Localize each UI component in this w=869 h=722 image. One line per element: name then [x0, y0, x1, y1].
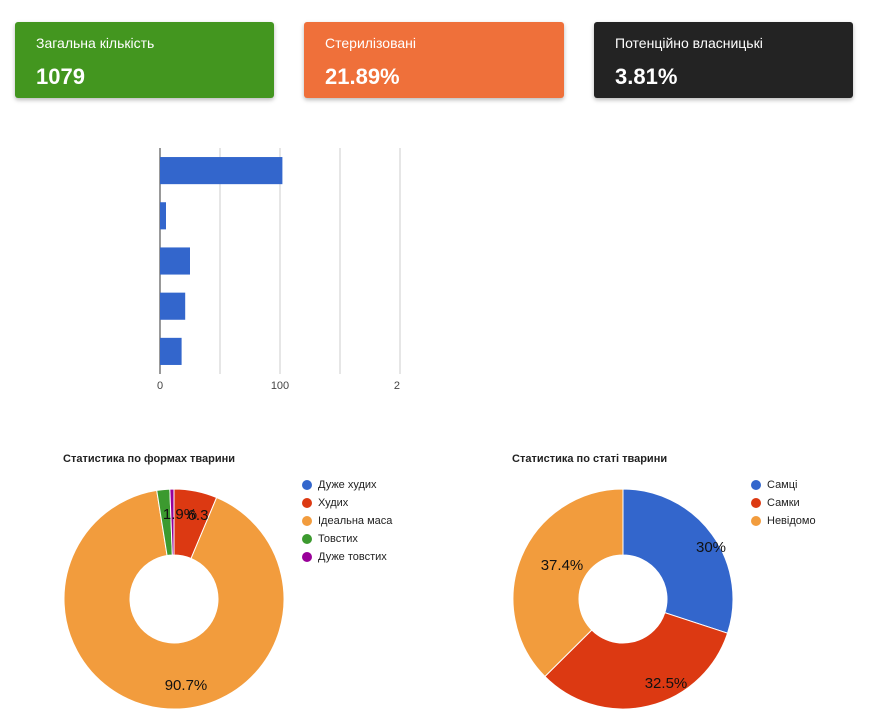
- bar: [160, 337, 182, 365]
- bar-chart: 0 100 20: [157, 148, 406, 392]
- legend-label: Дуже худих: [318, 479, 377, 491]
- legend-dot-icon: [302, 480, 312, 490]
- total-count-card: Загальна кількість 1079: [15, 22, 274, 98]
- sterilized-label: Стерилізовані: [325, 35, 416, 51]
- data-label: 1.9%: [163, 506, 197, 523]
- legend-label: Худих: [318, 497, 349, 509]
- legend-label: Самці: [767, 479, 798, 491]
- donut-slice: [63, 489, 285, 710]
- potential-owners-label: Потенційно власницькі: [615, 35, 763, 51]
- legend-dot-icon: [302, 516, 312, 526]
- legend-label: Невідомо: [767, 515, 816, 527]
- body-shape-chart-title: Статистика по формах тварини: [63, 453, 236, 465]
- data-label: 30%: [696, 539, 726, 556]
- potential-owners-card: Потенційно власницькі 3.81%: [594, 22, 853, 98]
- legend-item[interactable]: Худих: [302, 494, 392, 512]
- legend-dot-icon: [751, 516, 761, 526]
- data-label: 6.3: [188, 507, 209, 524]
- legend-label: Ідеальна маса: [318, 515, 393, 527]
- data-label: 90.7%: [165, 677, 208, 694]
- potential-owners-value: 3.81%: [615, 64, 678, 89]
- donut-slice: [512, 488, 624, 678]
- donut-slice: [544, 612, 729, 710]
- legend-label: Самки: [767, 497, 800, 509]
- x-tick-label: 0: [157, 380, 163, 392]
- legend-dot-icon: [302, 552, 312, 562]
- legend-dot-icon: [302, 534, 312, 544]
- bar: [160, 202, 166, 230]
- sex-legend: Самці Самки Невідомо: [751, 476, 816, 530]
- bar: [160, 292, 186, 320]
- legend-item[interactable]: Самки: [751, 494, 816, 512]
- sterilized-value: 21.89%: [325, 64, 400, 89]
- legend-item[interactable]: Товстих: [302, 530, 392, 548]
- bar: [160, 157, 283, 185]
- data-label: 37.4%: [541, 557, 584, 574]
- bar: [160, 247, 190, 275]
- legend-item[interactable]: Невідомо: [751, 512, 816, 530]
- total-count-label: Загальна кількість: [36, 35, 155, 51]
- legend-dot-icon: [751, 498, 761, 508]
- legend-dot-icon: [302, 498, 312, 508]
- sex-donut-chart: 30% 32.5% 37.4%: [512, 488, 734, 710]
- data-label: 32.5%: [645, 675, 688, 692]
- donut-slice: [169, 488, 175, 556]
- legend-label: Товстих: [318, 533, 358, 545]
- legend-item[interactable]: Дуже худих: [302, 476, 392, 494]
- legend-item[interactable]: Ідеальна маса: [302, 512, 392, 530]
- x-tick-label: 20: [394, 380, 406, 392]
- x-tick-label: 100: [271, 380, 289, 392]
- total-count-value: 1079: [36, 64, 85, 89]
- legend-dot-icon: [751, 480, 761, 490]
- body-shape-legend: Дуже худих Худих Ідеальна маса Товстих Дуже …: [302, 476, 392, 566]
- legend-label: Дуже товстих: [318, 551, 387, 563]
- legend-item[interactable]: Самці: [751, 476, 816, 494]
- body-shape-donut-chart: 1.9%6.3 90.7%: [63, 488, 285, 710]
- legend-item[interactable]: Дуже товстих: [302, 548, 392, 566]
- donut-slice: [622, 488, 734, 634]
- sterilized-card: Стерилізовані 21.89%: [304, 22, 564, 98]
- sex-chart-title: Статистика по статі тварини: [512, 453, 668, 465]
